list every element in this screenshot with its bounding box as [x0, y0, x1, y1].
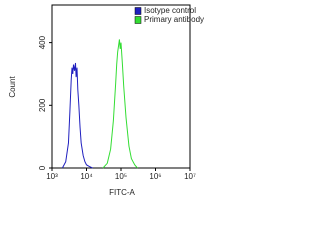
legend-label: Primary antibody — [144, 15, 204, 24]
legend-swatch — [134, 16, 142, 24]
histogram-line — [61, 62, 93, 169]
x-tick-label: 10³ — [46, 172, 58, 181]
y-tick-label: 400 — [38, 35, 47, 49]
chart: FITC-A Count 10³ 10⁴ 10⁵ 10⁶ 10⁷ 0 200 400 Isoty… — [8, 4, 204, 197]
y-axis-label: Count — [8, 76, 17, 98]
x-tick-label: 10⁵ — [115, 172, 127, 181]
x-tick-label: 10⁶ — [149, 172, 161, 181]
x-axis-label: FITC-A — [109, 188, 135, 197]
x-tick-label: 10⁷ — [184, 172, 196, 181]
histogram-line — [102, 39, 138, 169]
plot-frame — [51, 4, 191, 169]
page: FITC-A Count 10³ 10⁴ 10⁵ 10⁶ 10⁷ 0 200 400 Isoty… — [8, 4, 205, 198]
x-tick-label: 10⁴ — [80, 172, 93, 181]
legend-label: Isotype control — [144, 6, 196, 15]
legend-swatch — [134, 7, 142, 15]
y-tick-label: 200 — [38, 98, 47, 112]
y-tick-label: 0 — [38, 165, 47, 170]
